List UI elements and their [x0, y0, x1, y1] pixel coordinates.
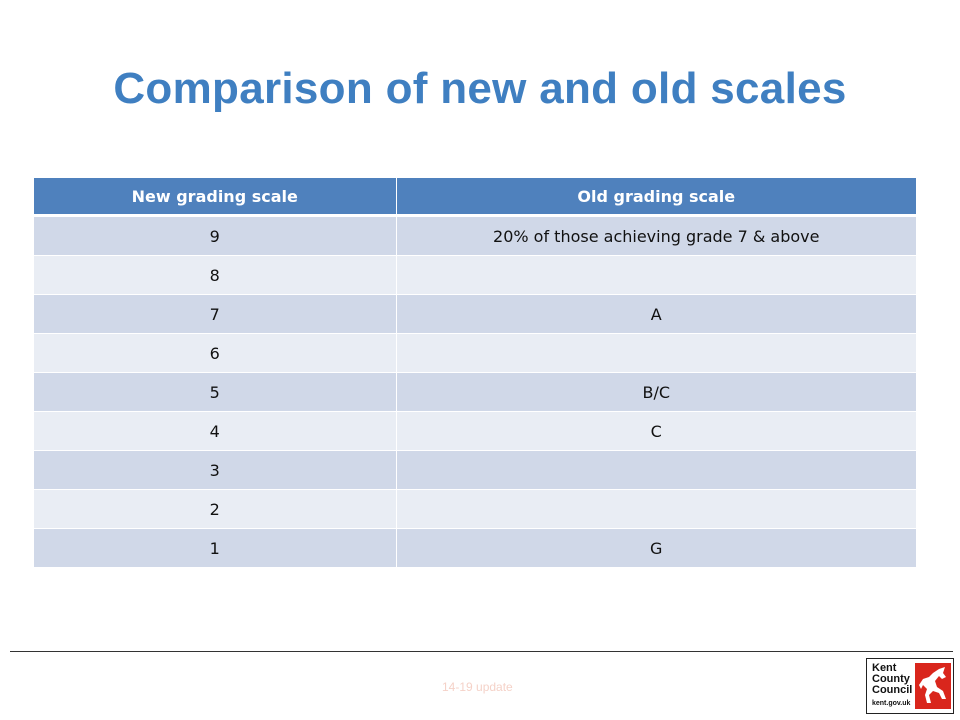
- logo-line-3: Council: [872, 684, 913, 696]
- header-old-grading-scale: Old grading scale: [395, 178, 916, 217]
- logo-line-2: County: [872, 673, 910, 685]
- old-grade-cell: [395, 450, 916, 490]
- logo-wordmark: Kent County Council kent.gov.uk: [872, 663, 912, 709]
- old-grade-cell: C: [395, 411, 916, 451]
- table-row: 1 G: [34, 528, 916, 567]
- old-grade-cell: 20% of those achieving grade 7 & above: [395, 215, 916, 256]
- old-grade-cell: G: [395, 528, 916, 567]
- white-horse-icon: [915, 663, 951, 709]
- table-row: 8: [34, 255, 916, 295]
- header-new-grading-scale: New grading scale: [34, 178, 396, 217]
- table-row: 7 A: [34, 294, 916, 334]
- table-row: 3: [34, 450, 916, 490]
- new-grade-cell: 2: [34, 489, 396, 529]
- logo-url: kent.gov.uk: [872, 700, 911, 707]
- footer-text: 14-19 update: [442, 680, 513, 694]
- footer-divider: [10, 651, 953, 652]
- logo-line-1: Kent: [872, 662, 897, 674]
- new-grade-cell: 7: [34, 294, 396, 334]
- new-grade-cell: 5: [34, 372, 396, 412]
- grading-comparison-table: New grading scale Old grading scale 9 20…: [34, 178, 916, 567]
- table-row: 5 B/C: [34, 372, 916, 412]
- old-grade-cell: [395, 255, 916, 295]
- kent-county-council-logo: Kent County Council kent.gov.uk: [866, 658, 954, 714]
- table-row: 2: [34, 489, 916, 529]
- new-grade-cell: 1: [34, 528, 396, 567]
- old-grade-cell: [395, 489, 916, 529]
- new-grade-cell: 3: [34, 450, 396, 490]
- new-grade-cell: 6: [34, 333, 396, 373]
- new-grade-cell: 9: [34, 215, 396, 256]
- table-header-row: New grading scale Old grading scale: [34, 178, 916, 217]
- old-grade-cell: B/C: [395, 372, 916, 412]
- new-grade-cell: 4: [34, 411, 396, 451]
- table-row: 4 C: [34, 411, 916, 451]
- old-grade-cell: A: [395, 294, 916, 334]
- table-row: 6: [34, 333, 916, 373]
- slide-title: Comparison of new and old scales: [113, 64, 847, 113]
- table-row: 9 20% of those achieving grade 7 & above: [34, 215, 916, 256]
- old-grade-cell: [395, 333, 916, 373]
- new-grade-cell: 8: [34, 255, 396, 295]
